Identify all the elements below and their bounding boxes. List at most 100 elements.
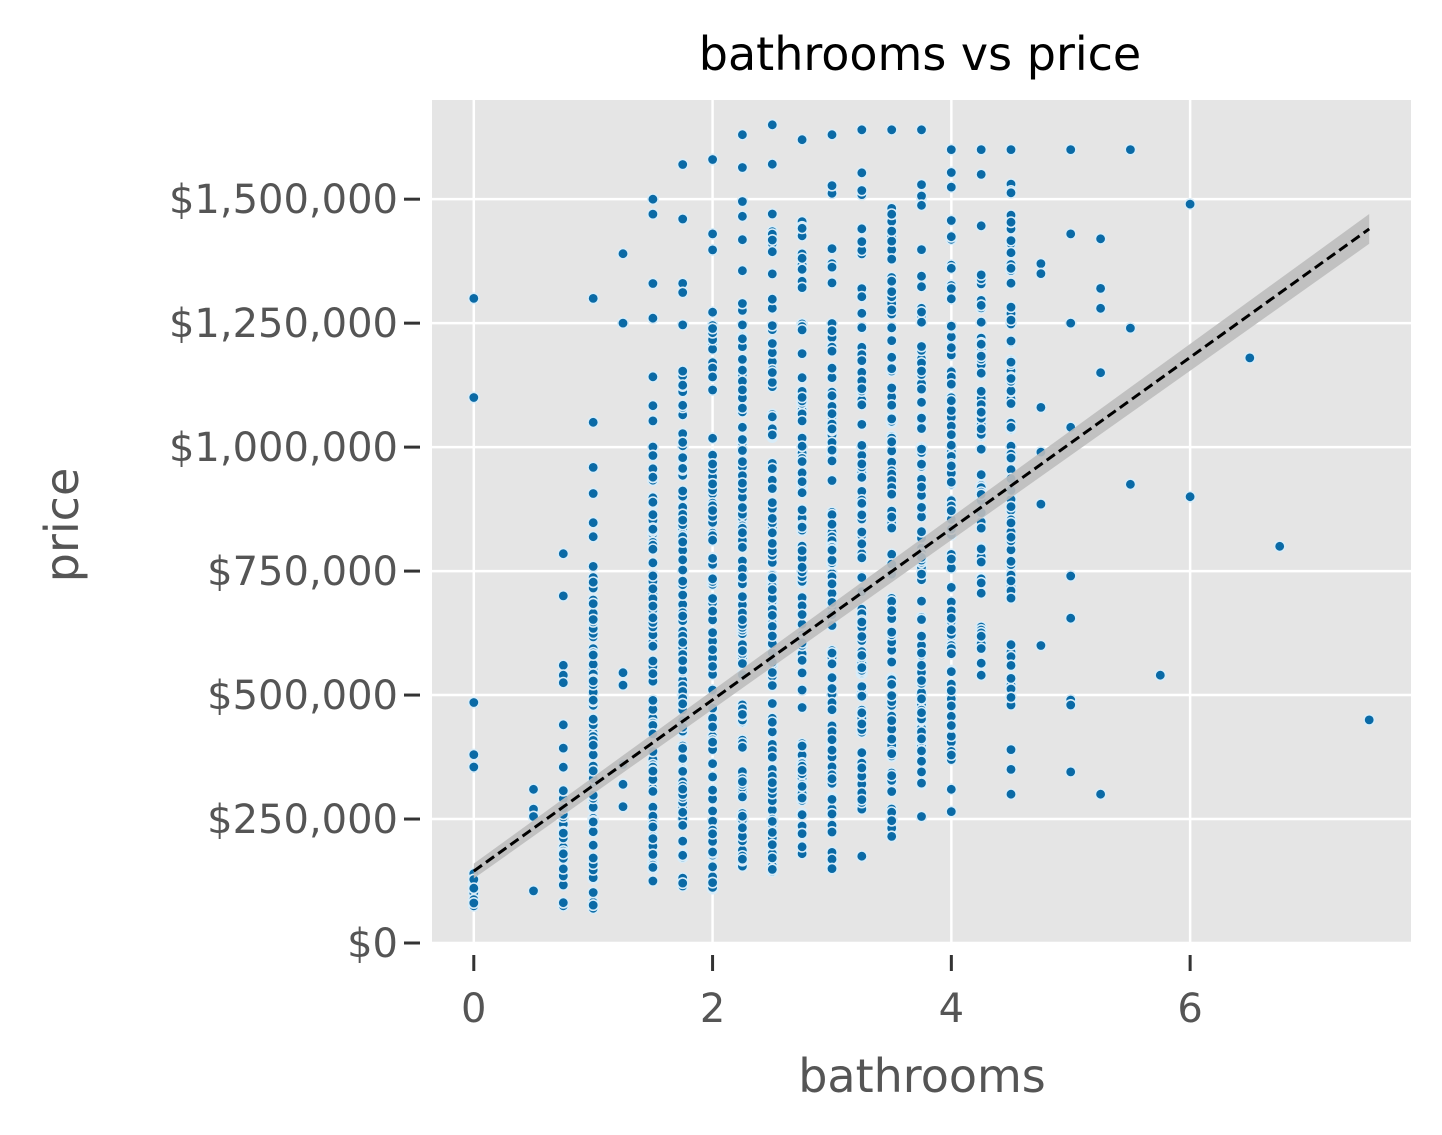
data-point — [825, 474, 838, 487]
data-point — [975, 630, 988, 643]
data-point — [885, 225, 898, 238]
data-point — [796, 739, 809, 752]
data-point — [825, 454, 838, 467]
data-point — [1064, 612, 1077, 625]
data-point — [1124, 143, 1137, 156]
data-point — [885, 678, 898, 691]
data-point — [557, 784, 570, 797]
data-point — [676, 697, 689, 710]
data-point — [885, 334, 898, 347]
data-point — [587, 560, 600, 573]
data-point — [587, 292, 600, 305]
data-point — [796, 455, 809, 468]
data-point — [796, 414, 809, 427]
data-point — [885, 689, 898, 702]
data-point — [766, 208, 779, 221]
data-point — [825, 362, 838, 375]
data-point — [796, 222, 809, 235]
scatter-points — [467, 118, 1376, 915]
data-point — [736, 741, 749, 754]
data-point — [706, 572, 719, 585]
data-point — [736, 590, 749, 603]
data-point — [915, 613, 928, 626]
data-point — [855, 793, 868, 806]
data-point — [736, 657, 749, 670]
data-point — [736, 455, 749, 468]
data-point — [736, 433, 749, 446]
y-axis: $0 $250,000 $500,000 $750,000 $1,000,000 $1,2… — [169, 177, 420, 967]
data-point — [885, 351, 898, 364]
data-point — [616, 247, 629, 260]
data-point — [825, 389, 838, 402]
data-point — [646, 556, 659, 569]
data-point — [676, 514, 689, 527]
data-point — [885, 399, 898, 412]
data-point — [975, 542, 988, 555]
data-point — [1094, 302, 1107, 315]
data-point — [825, 657, 838, 670]
data-point — [587, 461, 600, 474]
data-point — [975, 299, 988, 312]
data-point — [766, 776, 779, 789]
data-point — [885, 714, 898, 727]
data-point — [885, 275, 898, 288]
data-point — [975, 468, 988, 481]
data-point — [945, 805, 958, 818]
data-point — [706, 736, 719, 749]
confidence-band — [473, 214, 1370, 879]
data-point — [975, 338, 988, 351]
data-point — [736, 195, 749, 208]
data-point — [915, 412, 928, 425]
y-tick-label: $1,250,000 — [169, 301, 398, 347]
data-point — [736, 821, 749, 834]
data-point — [885, 412, 898, 425]
data-point — [945, 292, 958, 305]
data-point — [855, 354, 868, 367]
data-point — [855, 457, 868, 470]
data-point — [825, 422, 838, 435]
data-point — [796, 263, 809, 276]
data-point — [825, 862, 838, 875]
data-point — [1004, 555, 1017, 568]
data-point — [1124, 478, 1137, 491]
data-point — [975, 642, 988, 655]
data-point — [587, 674, 600, 687]
data-point — [736, 790, 749, 803]
data-point — [945, 476, 958, 489]
x-tick-label: 2 — [700, 986, 725, 1032]
data-point — [527, 884, 540, 897]
data-point — [1184, 198, 1197, 211]
data-point — [557, 761, 570, 774]
data-point — [855, 497, 868, 510]
data-point — [825, 407, 838, 420]
data-point — [706, 876, 719, 889]
data-point — [646, 694, 659, 707]
data-point — [855, 418, 868, 431]
data-point — [915, 458, 928, 471]
data-point — [975, 316, 988, 329]
data-point — [706, 757, 719, 770]
data-point — [646, 399, 659, 412]
data-point — [587, 597, 600, 610]
data-point — [855, 649, 868, 662]
data-point — [706, 643, 719, 656]
data-point — [646, 370, 659, 383]
data-point — [825, 554, 838, 567]
data-point — [616, 778, 629, 791]
data-point — [915, 340, 928, 353]
data-point — [975, 219, 988, 232]
data-point — [646, 599, 659, 612]
data-point — [587, 576, 600, 589]
data-point — [766, 118, 779, 131]
y-tick-label: $500,000 — [207, 673, 398, 719]
x-tick-label: 6 — [1177, 986, 1202, 1032]
data-point — [736, 571, 749, 584]
data-point — [1094, 366, 1107, 379]
data-point — [527, 783, 540, 796]
data-point — [587, 899, 600, 912]
data-point — [1064, 143, 1077, 156]
data-point — [736, 318, 749, 331]
data-point — [706, 306, 719, 319]
data-point — [855, 615, 868, 628]
data-point — [796, 791, 809, 804]
